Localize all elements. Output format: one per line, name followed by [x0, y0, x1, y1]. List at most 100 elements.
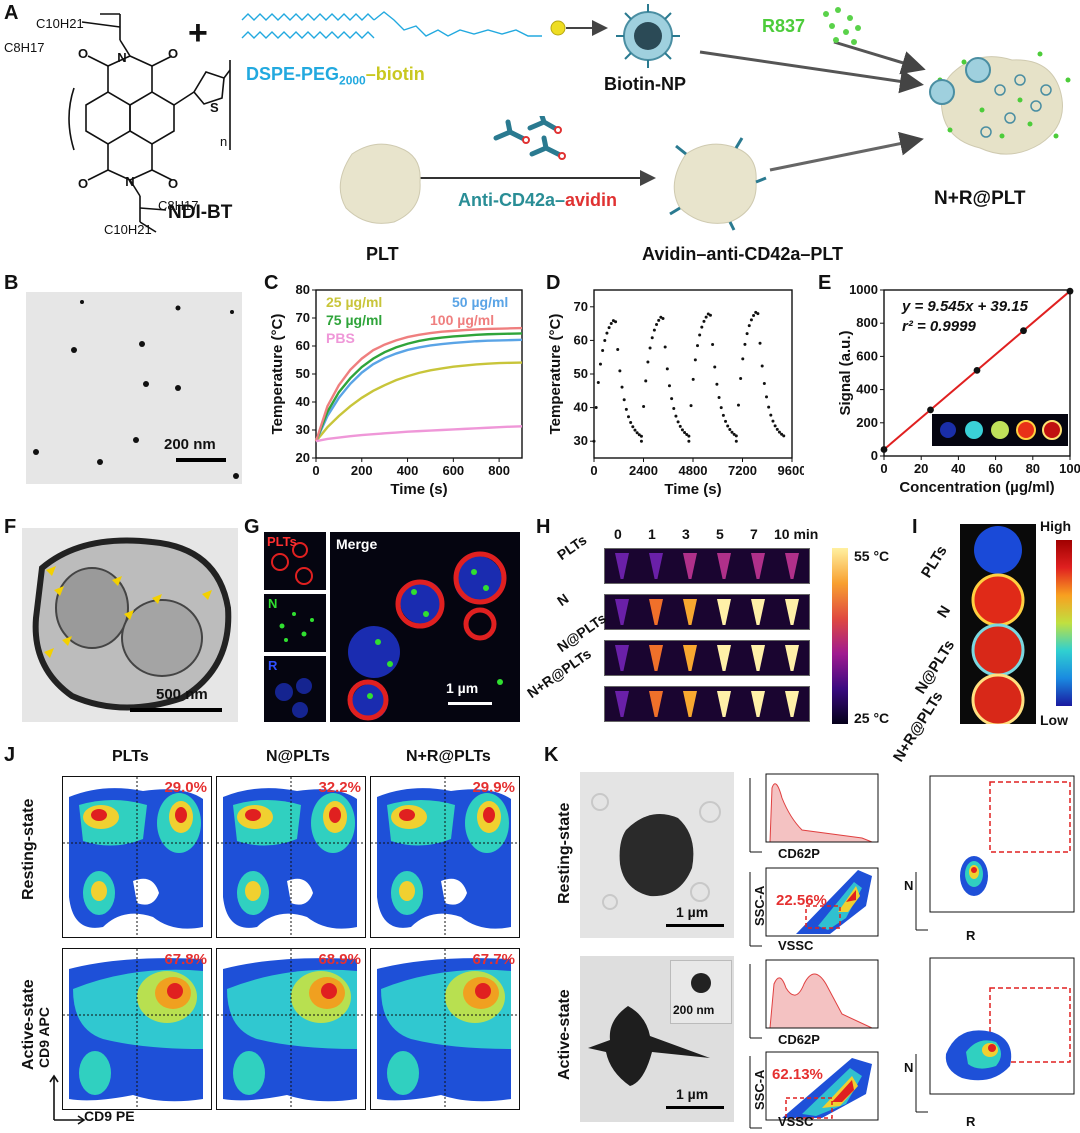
d-xtick-label-4: 9600 — [778, 463, 804, 478]
d-point-89 — [777, 430, 781, 434]
k-row-resting: Resting-state — [556, 802, 573, 904]
j-col-2: N+R@PLTs — [406, 748, 491, 765]
d-point-77 — [752, 314, 756, 318]
c-xtick-label-1: 200 — [351, 463, 373, 478]
d-point-80 — [758, 341, 762, 345]
d-point-39 — [674, 414, 678, 418]
j-col-1: N@PLTs — [266, 748, 330, 765]
k-inset-scale: 200 nm — [673, 1003, 715, 1017]
panel-label-i: I — [912, 516, 918, 538]
r837-label: R837 — [762, 16, 806, 36]
d-point-74 — [745, 332, 749, 336]
panel-label-f: F — [4, 516, 17, 538]
k-r-axis-rest: R — [966, 928, 976, 943]
j-red-b-1-0 — [167, 983, 183, 999]
d-point-86 — [771, 419, 775, 423]
e-xtick-label-5: 100 — [1059, 461, 1080, 476]
plt-icon — [339, 143, 421, 224]
d-ytick-label-2: 50 — [574, 366, 588, 381]
j-red-b-1-1 — [321, 983, 337, 999]
panel-label-h: H — [536, 516, 551, 538]
j-density-1-2 — [371, 949, 519, 1109]
k-ssc-rest — [749, 867, 879, 947]
d-point-62 — [721, 413, 725, 417]
biotin-np-label: Biotin-NP — [604, 74, 686, 94]
d-point-14 — [622, 398, 626, 402]
d-point-65 — [728, 428, 732, 432]
h-tube-1-5 — [785, 599, 799, 625]
d-point-28 — [650, 336, 654, 340]
h-time-1: 1 — [648, 526, 656, 542]
c-xtick-label-3: 600 — [442, 463, 464, 478]
c-ytick-label-4: 60 — [296, 338, 310, 353]
k-ssc-act — [749, 1051, 879, 1129]
k-hist-act — [749, 959, 879, 1039]
chart-e: 0 20 40 60 80 10002004006008001000Concentrati… — [837, 282, 1080, 496]
k-cd62p-rest: CD62P — [778, 846, 820, 861]
d-point-11 — [616, 348, 620, 352]
j-red-b-1-2 — [475, 983, 491, 999]
g-n-dots — [279, 612, 314, 642]
d-point-24 — [642, 405, 646, 409]
d-xlabel: Time (s) — [664, 481, 721, 498]
dspe-peg-biotin-label: DSPE-PEG2000–biotin — [246, 64, 425, 88]
d-point-31 — [657, 318, 661, 322]
h-tube-0-2 — [683, 553, 697, 579]
d-point-51 — [698, 333, 702, 337]
d-point-33 — [661, 316, 665, 320]
d-point-58 — [713, 365, 717, 369]
j-red-b-0-2 — [483, 807, 495, 823]
tem-cell — [32, 537, 232, 711]
j-plot-1-1: 68.9% — [216, 948, 366, 1110]
d-frame — [593, 289, 793, 459]
h-tube-1-0 — [615, 599, 629, 625]
d-point-40 — [676, 420, 680, 424]
panel-label-j: J — [4, 744, 16, 766]
g-scale-bar — [448, 702, 492, 705]
h-tube-0-1 — [649, 553, 663, 579]
d-point-83 — [765, 395, 768, 399]
c-ytick-label-1: 30 — [296, 422, 310, 437]
j-col-0: PLTs — [112, 748, 149, 765]
c-series-3 — [314, 326, 523, 442]
j-cyan-bottom-1-2 — [387, 1051, 419, 1095]
d-point-34 — [663, 345, 667, 349]
e-frame — [883, 289, 1071, 457]
fit-r2: r² = 0.9999 — [902, 318, 976, 335]
h-tube-1-2 — [683, 599, 697, 625]
d-point-43 — [683, 430, 687, 434]
h-tube-1-1 — [649, 599, 663, 625]
d-point-23 — [639, 439, 643, 443]
g-scale-label: 1 µm — [446, 680, 479, 696]
svg-text:O: O — [78, 46, 88, 61]
j-gap-0-1 — [287, 878, 313, 905]
i-row-plts: PLTs — [918, 542, 951, 582]
scale-bar-b — [176, 458, 226, 462]
panel-label-d: D — [546, 272, 561, 294]
i-row-nr-plts: N+R@PLTs — [890, 688, 947, 766]
legend-50: 50 µg/ml — [452, 294, 509, 310]
e-point-1 — [927, 406, 934, 414]
nr-plt-icon — [929, 51, 1071, 155]
d-point-90 — [780, 432, 784, 436]
i-wells — [971, 526, 1025, 727]
h-strip-0 — [604, 548, 810, 584]
j-cyan-bottom-1-0 — [79, 1051, 111, 1095]
plt-label: PLT — [366, 244, 399, 264]
d-point-84 — [767, 405, 771, 409]
d-point-79 — [756, 312, 760, 316]
tem-image-f — [22, 528, 238, 722]
c-ytick-label-2: 40 — [296, 394, 310, 409]
tem-image-b — [26, 292, 242, 484]
d-point-59 — [715, 382, 719, 386]
chart-d: 0 2400 4800 7200 9600 30 40 50 60 70 Time (s) Tempe… — [547, 289, 804, 498]
d-point-54 — [704, 315, 708, 319]
j-gap-0-2 — [441, 878, 467, 905]
h-tube-2-2 — [683, 645, 697, 671]
scale-f-label: 500 nm — [156, 686, 208, 703]
d-point-17 — [629, 420, 633, 424]
svg-text:O: O — [168, 176, 178, 191]
d-point-44 — [685, 433, 689, 437]
h-tube-1-4 — [751, 599, 765, 625]
j-density-0-2 — [371, 777, 519, 937]
